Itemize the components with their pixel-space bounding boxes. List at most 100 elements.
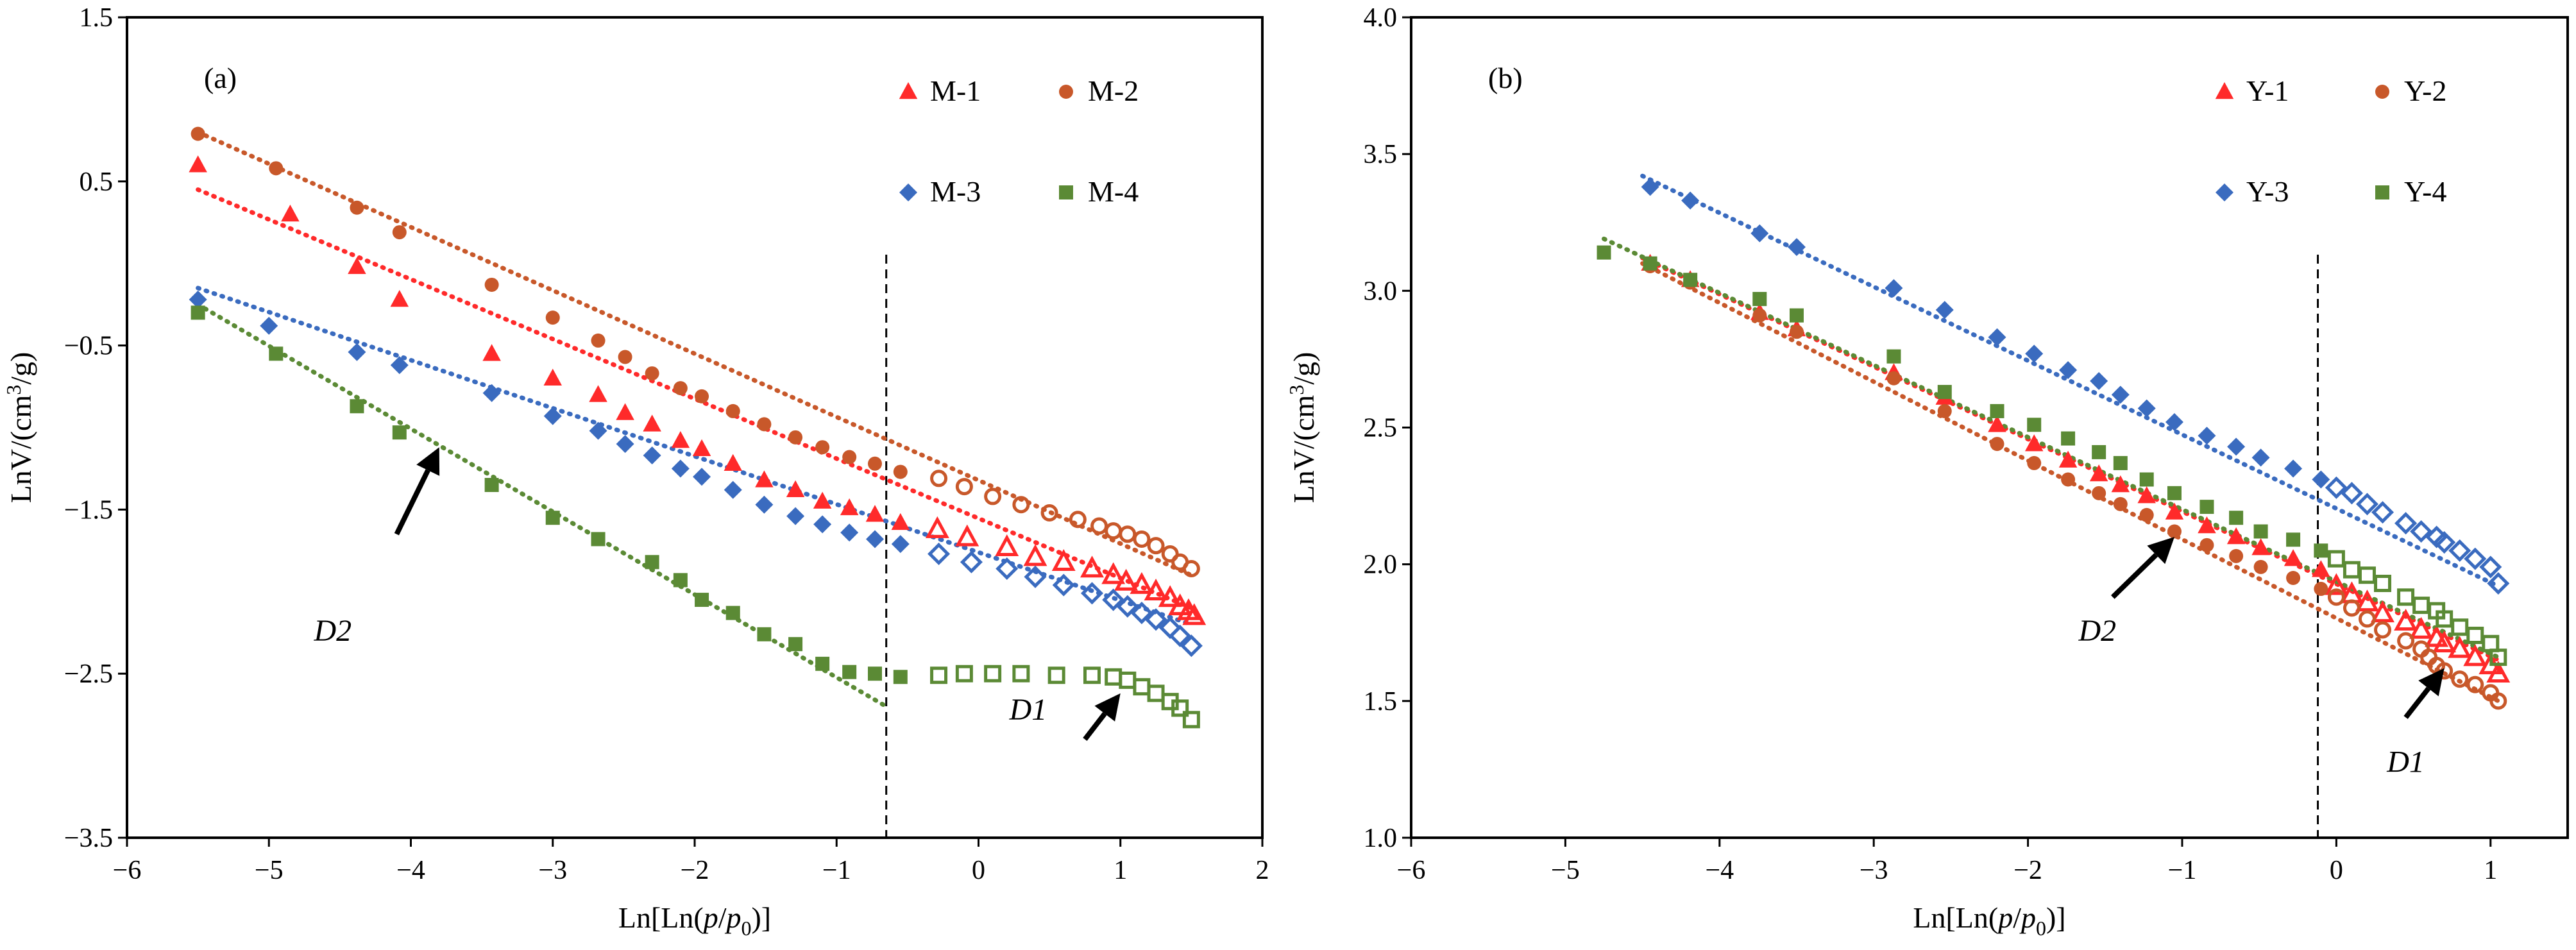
data-point	[695, 593, 709, 607]
data-point	[1790, 308, 1804, 323]
data-point	[2089, 464, 2108, 482]
x-axis-label-part: p	[724, 901, 741, 934]
x-tick-label: −1	[822, 856, 851, 885]
annotation-arrow-head	[1094, 693, 1121, 722]
fit-line	[1640, 261, 2501, 704]
data-point	[2489, 692, 2507, 710]
data-point	[2482, 634, 2500, 652]
data-point	[692, 439, 711, 457]
data-point	[2111, 386, 2130, 404]
data-point	[788, 637, 803, 652]
y-tick-label: −2.5	[64, 659, 113, 689]
data-point	[1144, 579, 1168, 601]
data-point	[589, 385, 607, 402]
data-point	[2024, 434, 2044, 452]
data-point	[1182, 711, 1200, 729]
data-point	[671, 459, 690, 478]
series-Y-4	[1597, 245, 2507, 666]
panel-label: (b)	[1488, 62, 1523, 94]
data-point	[2314, 582, 2328, 597]
data-point	[960, 550, 983, 573]
data-point	[1182, 559, 1200, 577]
y-tick-label: 3.5	[1364, 140, 1398, 169]
data-point	[813, 491, 832, 509]
x-tick-label: −1	[2168, 856, 2197, 885]
x-tick-label: −4	[396, 856, 425, 885]
x-axis-label-part: 0	[2036, 917, 2046, 940]
data-point	[2327, 588, 2345, 606]
data-point	[813, 515, 832, 534]
data-point	[1752, 292, 1767, 307]
data-point	[955, 665, 973, 683]
data-point	[2489, 649, 2507, 666]
data-point	[757, 417, 772, 432]
y-tick-label: −0.5	[64, 332, 113, 361]
data-point	[1116, 595, 1139, 618]
legend-label: Y-1	[2246, 74, 2289, 107]
y-tick-label: 1.5	[80, 3, 114, 33]
panel-label: (a)	[204, 62, 237, 94]
data-point	[1040, 504, 1058, 522]
fit-line	[196, 302, 889, 709]
legend-marker	[899, 183, 917, 201]
data-point	[815, 656, 830, 671]
data-point	[2226, 527, 2246, 545]
data-point	[2448, 539, 2471, 562]
data-point	[930, 470, 948, 488]
data-point	[589, 421, 607, 440]
legend-label: M-3	[930, 175, 981, 208]
data-point	[2433, 531, 2456, 554]
x-tick-label: −2	[2013, 856, 2042, 885]
x-tick-label: −2	[681, 856, 709, 885]
data-point	[1935, 301, 1954, 319]
data-point	[2199, 500, 2214, 514]
data-point	[1597, 245, 1611, 260]
data-point	[1012, 665, 1030, 683]
data-point	[1130, 572, 1154, 594]
data-point	[1790, 325, 1804, 339]
y-tick-label: 3.0	[1364, 276, 1398, 306]
data-point	[2466, 627, 2484, 645]
data-point	[645, 555, 659, 570]
series-Y-3	[1641, 178, 2510, 595]
y-axis-label-part: 3	[1285, 385, 1308, 395]
data-point	[189, 155, 207, 173]
data-point	[1886, 349, 1901, 364]
x-tick-label: −3	[1860, 856, 1888, 885]
x-axis-label: Ln[Ln(p/p0)]	[618, 901, 771, 940]
data-point	[191, 126, 205, 141]
annotation-arrow	[1083, 693, 1121, 741]
data-point	[2113, 496, 2128, 511]
y-tick-label: 1.5	[1364, 687, 1398, 717]
data-point	[1133, 530, 1151, 548]
data-point	[1083, 666, 1101, 684]
y-axis-label: LnV/(cm3/g)	[2, 352, 37, 504]
data-point	[930, 666, 948, 684]
data-point	[2229, 511, 2244, 525]
annotation-arrow-head	[2147, 537, 2174, 564]
series-M-3	[189, 290, 1203, 657]
data-point	[2327, 550, 2345, 568]
annotation-arrow-shaft	[2111, 553, 2158, 599]
data-point	[269, 346, 284, 361]
data-point	[865, 530, 884, 548]
data-point	[1886, 371, 1901, 386]
data-point	[1641, 178, 1659, 196]
data-point	[1158, 585, 1182, 607]
data-point	[618, 350, 632, 364]
data-point	[1683, 273, 1698, 287]
data-point	[1080, 556, 1104, 578]
data-point	[2059, 360, 2078, 379]
data-point	[1133, 678, 1151, 696]
data-point	[1024, 565, 1047, 588]
data-point	[1643, 256, 1657, 271]
data-point	[2343, 561, 2360, 579]
data-point	[867, 456, 882, 471]
data-point	[2253, 524, 2268, 539]
legend: Y-1 Y-2 Y-3 Y-4	[2215, 74, 2446, 208]
legend-marker	[1059, 185, 1073, 199]
data-point	[616, 403, 634, 420]
annotation-label: D2	[313, 614, 352, 648]
data-point	[984, 665, 1002, 683]
annotation-arrow-shaft	[2403, 686, 2431, 719]
